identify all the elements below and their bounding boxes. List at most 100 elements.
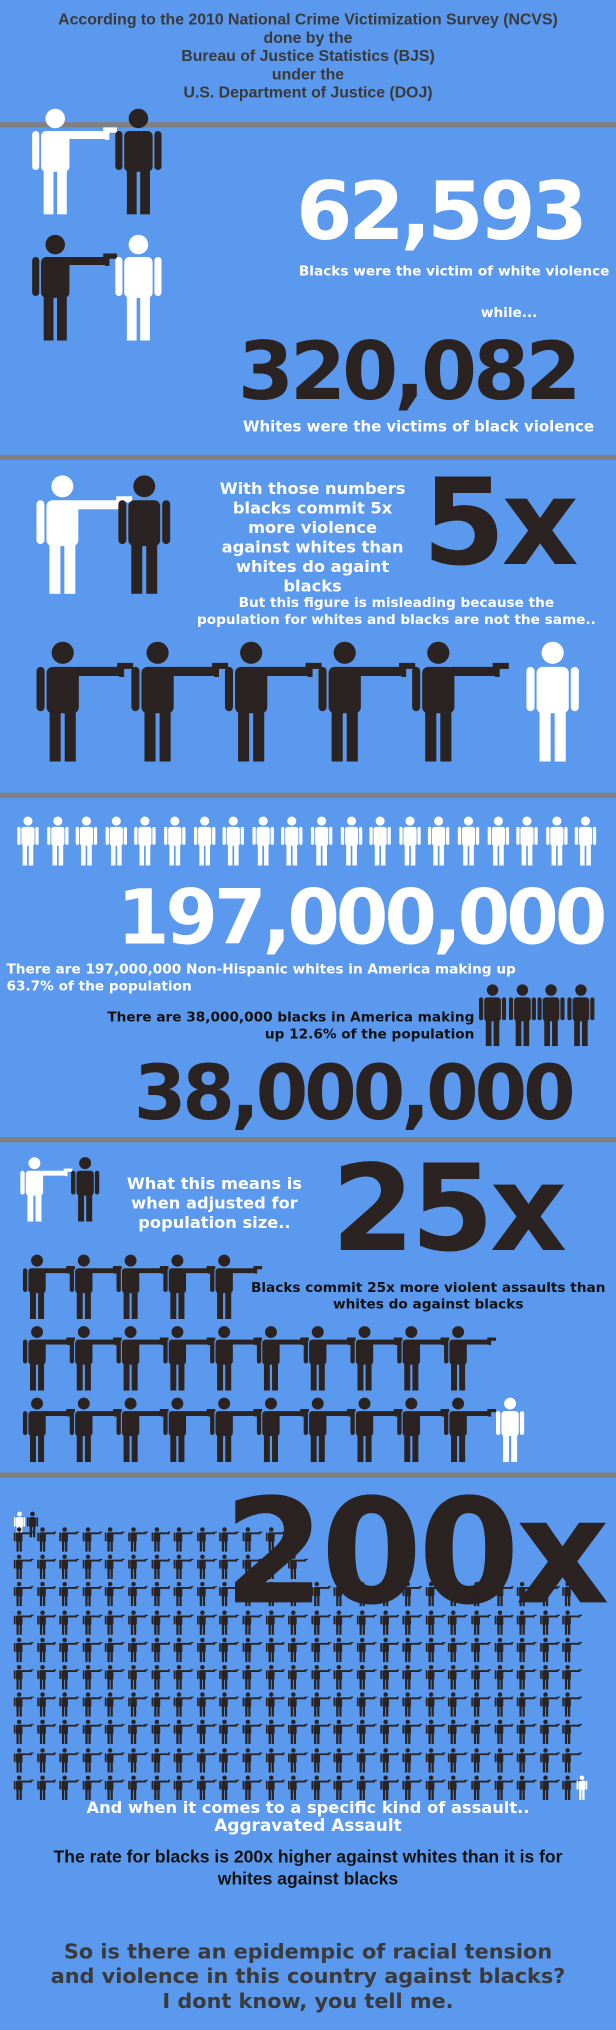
person-pointing-gun-icon (562, 1692, 583, 1718)
person-standing-icon (399, 816, 421, 866)
person-pointing-gun-icon (13, 1582, 34, 1607)
person-pointing-gun-icon (425, 1637, 446, 1662)
person-pointing-gun-icon (265, 1692, 286, 1718)
person-pointing-gun-icon (425, 1775, 446, 1800)
person-standing-icon (479, 984, 507, 1047)
person-pointing-gun-icon (562, 1747, 583, 1773)
person-standing-icon (13, 1511, 26, 1538)
person-pointing-gun-icon (173, 1692, 194, 1718)
five-x-multiplier: 5x (422, 453, 578, 593)
person-pointing-gun-icon (196, 1692, 217, 1718)
person-pointing-gun-icon (13, 1775, 34, 1800)
person-pointing-gun-icon (196, 1637, 217, 1662)
person-pointing-gun-icon (59, 1664, 80, 1690)
person-standing-icon (575, 816, 597, 866)
person-pointing-gun-icon (379, 1582, 400, 1607)
person-pointing-gun-icon (219, 1692, 240, 1718)
person-pointing-gun-icon (69, 1326, 122, 1391)
person-pointing-gun-icon (265, 1527, 286, 1552)
person-pointing-gun-icon (379, 1664, 400, 1690)
person-pointing-gun-icon (425, 1664, 446, 1690)
person-pointing-gun-icon (173, 1747, 194, 1773)
person-pointing-gun-icon (494, 1720, 514, 1745)
person-pointing-gun-icon (425, 1582, 446, 1607)
person-pointing-gun-icon (471, 1664, 492, 1690)
person-pointing-gun-icon (562, 1609, 583, 1635)
person-pointing-gun-icon (448, 1747, 469, 1773)
person-pointing-gun-icon (242, 1692, 263, 1718)
person-pointing-gun-icon (448, 1664, 469, 1690)
person-pointing-gun-icon (288, 1582, 309, 1607)
person-pointing-gun-icon (425, 1747, 446, 1773)
person-pointing-gun-icon (82, 1775, 103, 1800)
person-pointing-gun-icon (219, 1609, 240, 1635)
person-standing-icon (281, 816, 303, 866)
person-pointing-gun-icon (105, 1747, 126, 1773)
person-pointing-gun-icon (402, 1720, 423, 1745)
person-pointing-gun-icon (13, 1747, 34, 1773)
person-pointing-gun-icon (265, 1609, 286, 1635)
person-pointing-gun-icon (59, 1609, 80, 1635)
person-pointing-gun-icon (402, 1692, 423, 1718)
person-pointing-gun-icon (517, 1582, 537, 1607)
person-pointing-gun-icon (242, 1720, 263, 1745)
assault-type: Aggravated Assault (214, 1816, 402, 1837)
person-pointing-gun-icon (379, 1692, 400, 1718)
person-pointing-gun-icon (311, 1637, 331, 1662)
person-pointing-gun-icon (311, 1692, 331, 1718)
person-pointing-gun-icon (13, 1720, 34, 1745)
person-pointing-gun-icon (173, 1609, 194, 1635)
person-pointing-gun-icon (288, 1527, 309, 1552)
person-standing-icon (428, 816, 450, 866)
person-pointing-gun-icon (471, 1720, 492, 1745)
person-standing-icon (310, 816, 333, 866)
person-pointing-gun-icon (318, 641, 416, 762)
person-standing-icon (566, 984, 594, 1047)
person-standing-icon (526, 641, 579, 762)
person-pointing-gun-icon (36, 641, 134, 762)
person-standing-icon (457, 816, 480, 866)
person-pointing-gun-icon (334, 1692, 354, 1718)
person-pointing-gun-icon (105, 1692, 126, 1718)
person-pointing-gun-icon (303, 1326, 356, 1391)
person-standing-icon (134, 816, 157, 866)
person-pointing-gun-icon (334, 1720, 354, 1745)
header-line: under the (271, 64, 345, 84)
section-divider (0, 122, 616, 128)
person-pointing-gun-icon (105, 1637, 126, 1662)
person-pointing-gun-icon (210, 1397, 263, 1463)
header-line: done by the (263, 28, 353, 47)
person-pointing-gun-icon (36, 1720, 57, 1745)
person-pointing-gun-icon (334, 1664, 354, 1690)
person-pointing-gun-icon (448, 1637, 469, 1662)
person-pointing-gun-icon (471, 1637, 492, 1662)
person-pointing-gun-icon (311, 1582, 331, 1607)
person-pointing-gun-icon (334, 1637, 354, 1662)
person-pointing-gun-icon (311, 1747, 331, 1773)
person-pointing-gun-icon (288, 1720, 309, 1745)
person-pointing-gun-icon (494, 1692, 514, 1718)
section-divider (0, 792, 616, 798)
person-pointing-gun-icon (517, 1692, 537, 1718)
person-pointing-gun-icon (356, 1582, 377, 1607)
person-standing-icon (118, 475, 171, 594)
person-pointing-gun-icon (350, 1397, 403, 1463)
person-pointing-gun-icon (173, 1720, 194, 1745)
person-pointing-gun-icon (379, 1747, 400, 1773)
person-pointing-gun-icon (82, 1637, 103, 1662)
person-pointing-gun-icon (539, 1775, 560, 1800)
person-pointing-gun-icon (334, 1582, 354, 1607)
person-pointing-gun-icon (402, 1747, 423, 1773)
closing-line: I dont know, you tell me. (162, 1988, 454, 2014)
person-pointing-gun-icon (356, 1775, 377, 1800)
person-pointing-gun-icon (356, 1609, 377, 1635)
person-pointing-gun-icon (173, 1775, 194, 1800)
person-pointing-gun-icon (69, 1254, 122, 1320)
person-standing-icon (17, 816, 39, 866)
person-pointing-gun-icon (219, 1637, 240, 1662)
person-pointing-gun-icon (517, 1637, 537, 1662)
person-pointing-gun-icon (105, 1527, 126, 1552)
person-pointing-gun-icon (13, 1637, 34, 1662)
person-pointing-gun-icon (539, 1609, 560, 1635)
person-pointing-gun-icon (151, 1527, 171, 1552)
